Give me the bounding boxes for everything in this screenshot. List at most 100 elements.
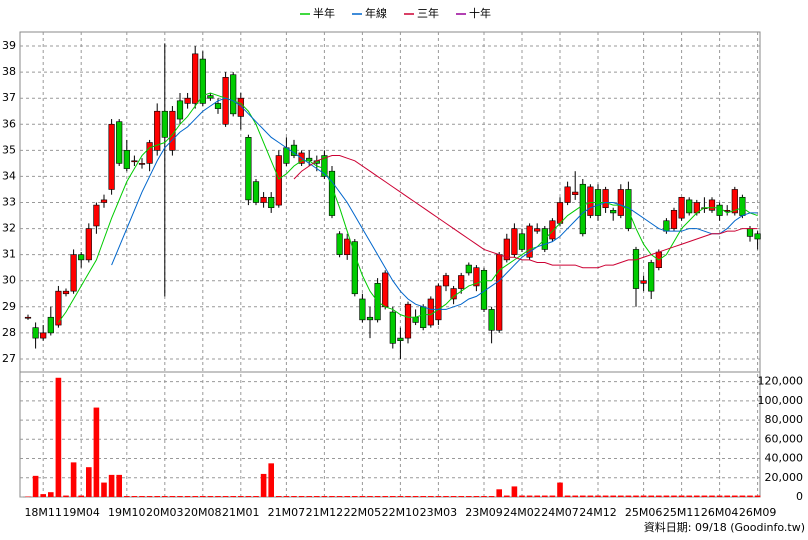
x-tick-label: 18M11 bbox=[24, 506, 62, 519]
x-tick-label: 26M09 bbox=[739, 506, 777, 519]
candle-body bbox=[465, 264, 472, 274]
volume-bar bbox=[131, 496, 138, 497]
volume-bar bbox=[154, 496, 160, 497]
candle-body bbox=[640, 280, 647, 284]
candle-body bbox=[116, 121, 123, 164]
volume-bar bbox=[116, 474, 122, 497]
candle-body bbox=[579, 183, 586, 235]
candle-body bbox=[222, 77, 229, 125]
volume-bar bbox=[420, 496, 426, 497]
volume-bar bbox=[78, 495, 84, 497]
candle-body bbox=[40, 332, 47, 339]
x-tick-label: 22M10 bbox=[382, 506, 420, 519]
volume-bar bbox=[169, 496, 176, 497]
volume-bar bbox=[253, 496, 259, 497]
volume-bar bbox=[671, 495, 677, 497]
volume-bar bbox=[618, 495, 624, 497]
candle-body bbox=[336, 233, 343, 255]
candle-body bbox=[610, 210, 617, 214]
volume-bar bbox=[656, 495, 662, 497]
x-tick-label: 24M12 bbox=[579, 506, 617, 519]
x-tick-label: 19M04 bbox=[62, 506, 100, 519]
volume-bar bbox=[625, 495, 632, 497]
candle-body bbox=[169, 110, 176, 151]
volume-bar bbox=[382, 496, 388, 497]
volume-tick-label: 20,000 bbox=[765, 471, 804, 484]
volume-bar bbox=[435, 496, 442, 497]
volume-bar bbox=[207, 496, 214, 497]
candle-body bbox=[108, 123, 115, 190]
volume-bar bbox=[640, 495, 647, 497]
candle-body bbox=[351, 241, 358, 295]
volume-bar bbox=[184, 496, 191, 497]
volume-bar bbox=[298, 496, 305, 497]
candle-body bbox=[192, 53, 199, 104]
candle-body bbox=[366, 316, 374, 321]
candle-body bbox=[716, 204, 723, 216]
volume-bar bbox=[610, 495, 616, 497]
volume-bar bbox=[481, 496, 487, 497]
y-tick-label: 34 bbox=[2, 169, 16, 182]
volume-bar bbox=[686, 495, 692, 497]
volume-bar bbox=[739, 495, 746, 497]
candle-body bbox=[389, 311, 396, 344]
volume-bar bbox=[496, 489, 502, 497]
candle-body bbox=[480, 269, 488, 310]
candle-body bbox=[511, 228, 518, 255]
x-tick-label: 21M07 bbox=[268, 506, 306, 519]
candle-body bbox=[587, 186, 594, 216]
candle-body bbox=[24, 316, 32, 319]
y-tick-label: 28 bbox=[2, 326, 16, 339]
y-tick-label: 39 bbox=[2, 39, 16, 52]
volume-tick-label: 40,000 bbox=[765, 452, 804, 465]
candle-body bbox=[321, 155, 328, 177]
x-tick-label: 24M02 bbox=[503, 506, 541, 519]
volume-bar bbox=[162, 496, 168, 497]
candle-body bbox=[382, 272, 389, 308]
volume-bar bbox=[283, 496, 290, 497]
volume-bar bbox=[488, 496, 495, 497]
volume-tick-label: 0 bbox=[796, 490, 803, 503]
volume-bar bbox=[329, 496, 335, 497]
candle-body bbox=[572, 191, 579, 195]
volume-bar bbox=[192, 496, 198, 497]
volume-bar bbox=[374, 496, 381, 497]
candle-body bbox=[275, 155, 282, 206]
volume-bar bbox=[177, 496, 183, 497]
candle-body bbox=[245, 137, 252, 201]
candle-body bbox=[252, 181, 260, 203]
volume-bar bbox=[146, 496, 153, 497]
candle-body bbox=[670, 210, 678, 229]
candle-body bbox=[458, 275, 465, 289]
candle-body bbox=[625, 189, 632, 229]
candle-body bbox=[663, 220, 670, 232]
candle-body bbox=[47, 316, 54, 334]
candle-body bbox=[230, 74, 237, 115]
candle-body bbox=[207, 95, 214, 99]
candle-body bbox=[708, 199, 716, 211]
candle-body bbox=[123, 150, 130, 169]
candle-body bbox=[427, 298, 434, 326]
volume-bar bbox=[473, 496, 480, 497]
volume-bar bbox=[511, 486, 518, 497]
volume-bar bbox=[124, 496, 130, 497]
candle-body bbox=[564, 186, 571, 203]
candle-body bbox=[161, 110, 168, 138]
candle-body bbox=[283, 147, 290, 164]
volume-bar bbox=[747, 495, 753, 497]
candle-body bbox=[731, 189, 738, 214]
ma-line bbox=[293, 155, 758, 269]
candle-body bbox=[184, 97, 191, 104]
volume-bar bbox=[359, 496, 366, 497]
volume-bar bbox=[663, 495, 670, 497]
volume-bar bbox=[587, 495, 594, 497]
x-tick-label: 21M12 bbox=[306, 506, 344, 519]
volume-bar bbox=[321, 496, 328, 497]
y-tick-label: 29 bbox=[2, 300, 16, 313]
candle-body bbox=[556, 202, 564, 224]
volume-bar bbox=[108, 474, 115, 497]
volume-bar bbox=[397, 496, 404, 497]
y-tick-label: 37 bbox=[2, 91, 16, 104]
x-tick-label: 21M01 bbox=[222, 506, 260, 519]
